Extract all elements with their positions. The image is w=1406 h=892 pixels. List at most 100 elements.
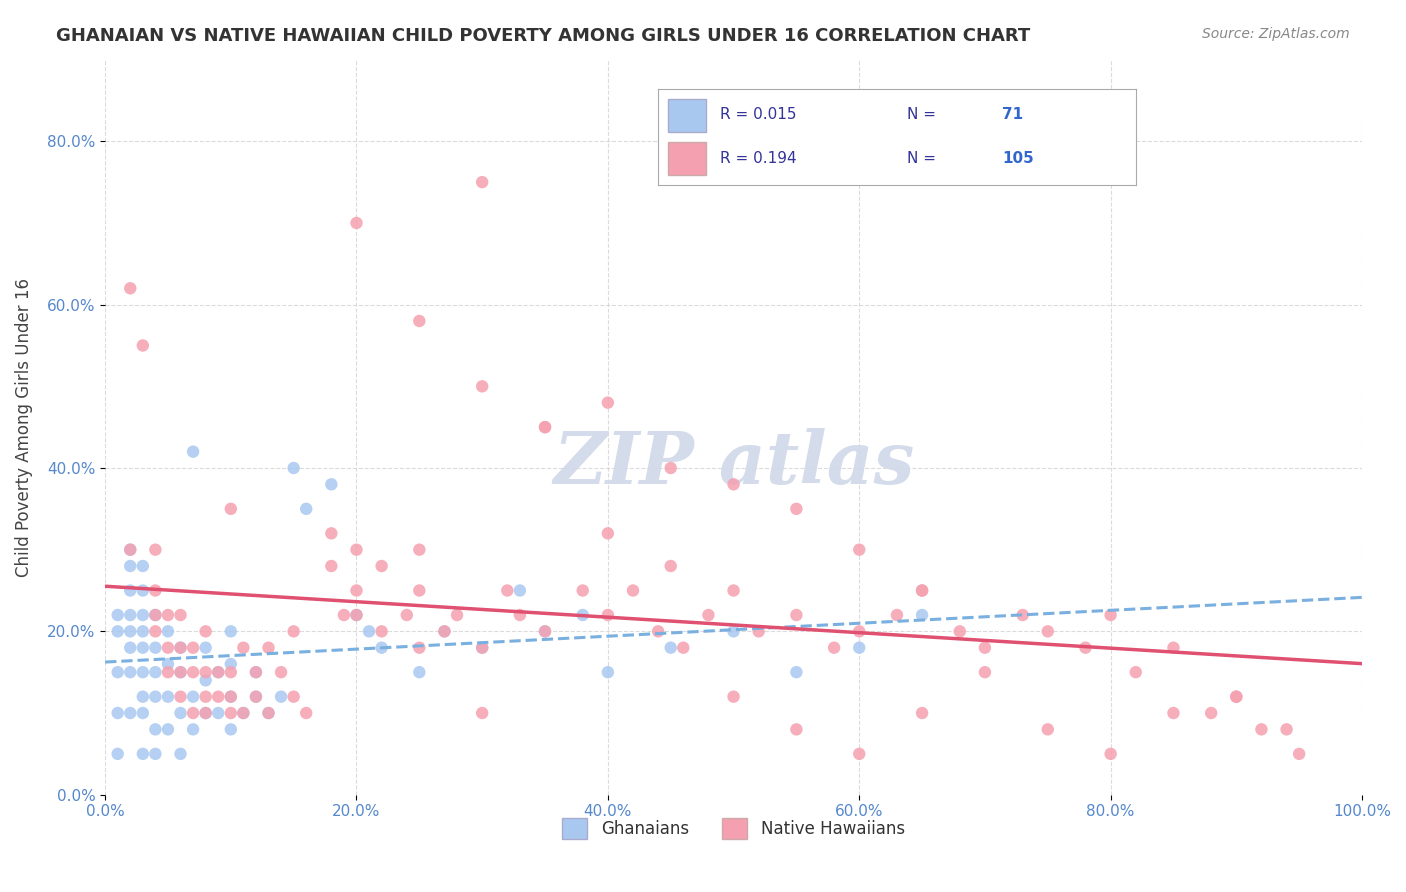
Point xyxy=(1199,706,1222,720)
Point xyxy=(1074,640,1097,655)
Point xyxy=(169,640,191,655)
Point xyxy=(120,665,142,680)
Point xyxy=(207,706,229,720)
Point xyxy=(194,673,217,688)
Point xyxy=(145,640,167,655)
Point xyxy=(232,706,254,720)
Point xyxy=(911,583,934,598)
Point xyxy=(672,640,695,655)
Point xyxy=(596,665,619,680)
Point xyxy=(219,690,242,704)
Point xyxy=(295,706,318,720)
Point xyxy=(132,583,155,598)
Point xyxy=(1011,607,1033,622)
Point xyxy=(471,175,494,189)
Point xyxy=(145,583,167,598)
Point xyxy=(132,559,155,574)
Point xyxy=(145,747,167,761)
Text: GHANAIAN VS NATIVE HAWAIIAN CHILD POVERTY AMONG GIRLS UNDER 16 CORRELATION CHART: GHANAIAN VS NATIVE HAWAIIAN CHILD POVERT… xyxy=(56,27,1031,45)
Point xyxy=(509,583,531,598)
Point xyxy=(120,542,142,557)
Point xyxy=(446,607,468,622)
Point xyxy=(156,624,179,639)
Point xyxy=(132,640,155,655)
Point xyxy=(823,640,845,655)
Point xyxy=(370,624,392,639)
Point xyxy=(120,624,142,639)
Point xyxy=(232,706,254,720)
Point xyxy=(219,657,242,671)
Point xyxy=(1036,723,1059,737)
Point xyxy=(207,690,229,704)
Point xyxy=(107,607,129,622)
Point xyxy=(621,583,644,598)
Point xyxy=(697,607,720,622)
Legend: Ghanaians, Native Hawaiians: Ghanaians, Native Hawaiians xyxy=(555,812,911,846)
Point xyxy=(408,542,430,557)
Point xyxy=(169,665,191,680)
Point xyxy=(1250,723,1272,737)
Point xyxy=(194,624,217,639)
Point xyxy=(145,723,167,737)
Point xyxy=(1099,747,1122,761)
Point xyxy=(207,665,229,680)
Point xyxy=(321,559,343,574)
Point xyxy=(120,583,142,598)
Point xyxy=(270,665,292,680)
Point xyxy=(120,706,142,720)
Point xyxy=(534,624,557,639)
Point xyxy=(496,583,519,598)
Point xyxy=(1225,690,1247,704)
Point xyxy=(596,526,619,541)
Point xyxy=(974,665,997,680)
Point xyxy=(232,640,254,655)
Point xyxy=(156,723,179,737)
Point xyxy=(848,640,870,655)
Point xyxy=(723,477,745,491)
Point xyxy=(346,542,368,557)
Point xyxy=(145,542,167,557)
Point xyxy=(219,723,242,737)
Point xyxy=(132,338,155,352)
Point xyxy=(120,542,142,557)
Point xyxy=(1275,723,1298,737)
Point xyxy=(156,640,179,655)
Point xyxy=(120,559,142,574)
Point xyxy=(295,501,318,516)
Point xyxy=(571,583,593,598)
Point xyxy=(245,665,267,680)
Point xyxy=(534,624,557,639)
Point xyxy=(333,607,356,622)
Point xyxy=(1125,665,1147,680)
Point xyxy=(120,607,142,622)
Point xyxy=(471,379,494,393)
Point xyxy=(357,624,380,639)
Point xyxy=(974,640,997,655)
Point xyxy=(194,706,217,720)
Point xyxy=(659,640,682,655)
Point xyxy=(1288,747,1310,761)
Point xyxy=(848,542,870,557)
Point xyxy=(471,640,494,655)
Point xyxy=(181,665,204,680)
Point xyxy=(169,640,191,655)
Point xyxy=(596,395,619,409)
Point xyxy=(219,624,242,639)
Point xyxy=(1163,640,1185,655)
Point xyxy=(169,706,191,720)
Point xyxy=(723,583,745,598)
Point xyxy=(886,607,908,622)
Point xyxy=(321,526,343,541)
Point xyxy=(785,665,807,680)
Point xyxy=(219,690,242,704)
Point xyxy=(408,583,430,598)
Point xyxy=(120,281,142,295)
Point xyxy=(785,501,807,516)
Point xyxy=(1163,706,1185,720)
Point xyxy=(346,607,368,622)
Point xyxy=(647,624,669,639)
Point xyxy=(848,624,870,639)
Point xyxy=(257,640,280,655)
Point xyxy=(433,624,456,639)
Point xyxy=(408,640,430,655)
